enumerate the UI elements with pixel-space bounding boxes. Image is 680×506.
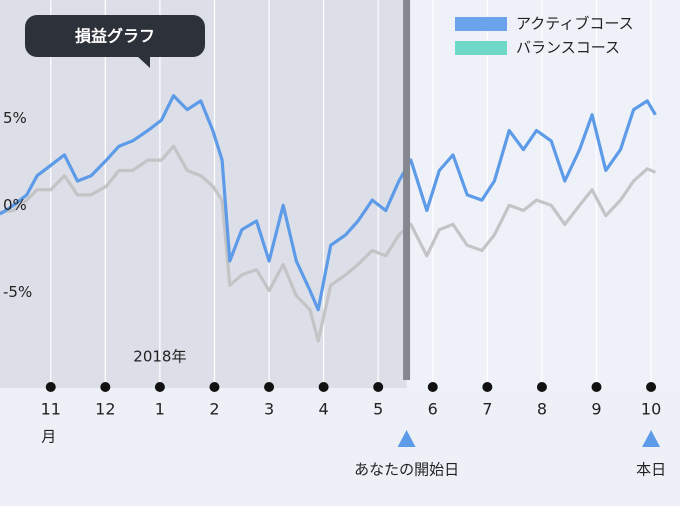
x-tick-label: 12	[95, 400, 115, 419]
x-tick-label: 7	[482, 400, 492, 419]
legend-swatch	[455, 41, 507, 55]
badge-pointer	[137, 56, 150, 68]
series-line	[0, 144, 657, 343]
x-tick-label: 5	[373, 400, 383, 419]
y-tick-label: 5%	[3, 109, 27, 127]
badge: 損益グラフ	[25, 15, 205, 68]
today-marker	[642, 430, 661, 447]
x-tick-dot	[427, 382, 438, 392]
badge-box	[25, 15, 205, 57]
x-tick-label: 6	[428, 400, 438, 419]
today-label: 本日	[636, 461, 666, 479]
start-marker	[397, 430, 416, 447]
x-tick-label: 3	[264, 400, 274, 419]
legend-label: アクティブコース	[516, 15, 634, 33]
x-tick-dot	[591, 382, 602, 392]
series-line	[0, 94, 657, 312]
x-tick-label: 4	[319, 400, 329, 419]
x-tick-dot	[318, 382, 329, 392]
x-tick-label: 8	[537, 400, 547, 419]
x-tick-dot	[536, 382, 547, 392]
x-tick-dot	[373, 382, 384, 392]
x-tick-dot	[264, 382, 275, 392]
start-line	[403, 0, 411, 380]
x-tick-dot	[482, 382, 493, 392]
x-tick-dot	[209, 382, 220, 392]
month-unit: 月	[41, 428, 56, 446]
past-region	[0, 0, 407, 388]
start-label: あなたの開始日	[354, 461, 459, 479]
x-tick-dot	[646, 382, 657, 392]
x-tick-label: 11	[41, 400, 61, 419]
badge-text: 損益グラフ	[75, 27, 155, 46]
x-tick-label: 1	[155, 400, 165, 419]
x-tick-label: 9	[591, 400, 601, 419]
legend-label: バランスコース	[516, 39, 620, 57]
y-tick-label: 0%	[3, 196, 27, 214]
legend-swatch	[455, 17, 507, 31]
x-tick-dot	[154, 382, 165, 392]
year-label: 2018年	[133, 348, 186, 366]
x-tick-label: 10	[641, 400, 661, 419]
y-tick-label: -5%	[3, 283, 32, 301]
x-tick-label: 2	[209, 400, 219, 419]
x-tick-dot	[45, 382, 56, 392]
x-tick-dot	[100, 382, 111, 392]
